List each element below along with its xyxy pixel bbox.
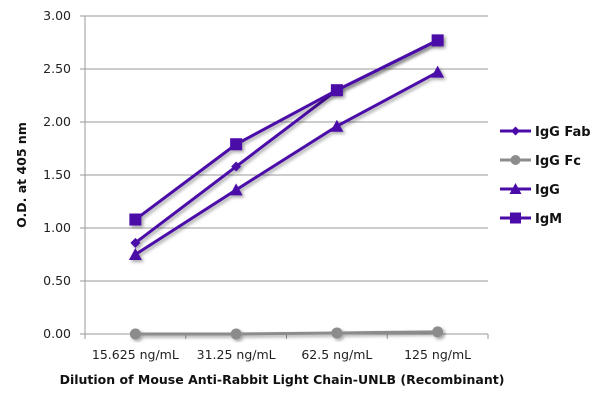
triangle-marker-icon xyxy=(330,119,344,132)
x-tick-label: 62.5 ng/mL xyxy=(301,347,372,362)
gridlines xyxy=(80,15,489,339)
legend: IgG Fab IgG Fc IgG IgM xyxy=(500,125,591,227)
circle-marker-icon xyxy=(129,328,141,340)
series-line xyxy=(134,39,439,221)
x-axis-ticks: 15.625 ng/mL 31.25 ng/mL 62.5 ng/mL 125 ng/… xyxy=(92,347,471,362)
y-tick-label: 3.00 xyxy=(43,8,71,23)
x-tick-label: 31.25 ng/mL xyxy=(197,347,276,362)
series-igg-fab xyxy=(130,35,443,248)
y-axis-ticks: 0.00 0.50 1.00 1.50 2.00 2.50 3.00 xyxy=(43,8,71,341)
x-tick-label: 15.625 ng/mL xyxy=(92,347,179,362)
circle-marker-icon xyxy=(510,155,521,165)
legend-item: IgM xyxy=(500,212,562,227)
legend-item: IgG Fab xyxy=(500,125,591,140)
diamond-marker-icon xyxy=(231,161,242,172)
square-marker-icon xyxy=(330,84,343,97)
data-series xyxy=(128,34,445,340)
y-tick-label: 2.50 xyxy=(43,61,71,76)
triangle-marker-icon xyxy=(229,183,243,196)
circle-marker-icon xyxy=(432,326,444,338)
square-marker-icon xyxy=(230,138,243,151)
series-line xyxy=(134,70,439,256)
circle-marker-icon xyxy=(230,328,242,340)
series-line xyxy=(134,39,439,245)
diamond-marker-icon xyxy=(130,237,141,248)
triangle-marker-icon xyxy=(431,65,445,78)
square-marker-icon xyxy=(510,212,521,224)
legend-label: IgG Fc xyxy=(535,154,581,169)
square-marker-icon xyxy=(431,34,444,47)
series-igg-fc xyxy=(129,326,444,340)
y-tick-label: 1.00 xyxy=(43,220,71,235)
legend-label: IgG Fab xyxy=(535,125,591,140)
legend-item: IgG xyxy=(500,183,560,198)
legend-label: IgM xyxy=(535,212,562,227)
x-axis-title: Dilution of Mouse Anti-Rabbit Light Chai… xyxy=(60,372,505,387)
legend-item: IgG Fc xyxy=(500,154,581,169)
y-tick-label: 0.00 xyxy=(43,326,71,341)
circle-marker-icon xyxy=(331,327,343,339)
diamond-marker-icon xyxy=(511,126,520,136)
series-igg xyxy=(128,65,445,260)
legend-label: IgG xyxy=(535,183,560,198)
y-axis-title: O.D. at 405 nm xyxy=(14,122,29,228)
y-tick-label: 1.50 xyxy=(43,167,71,182)
y-tick-label: 0.50 xyxy=(43,273,71,288)
x-tick-label: 125 ng/mL xyxy=(404,347,471,362)
triangle-marker-icon xyxy=(509,183,522,194)
y-tick-label: 2.00 xyxy=(43,114,71,129)
triangle-marker-icon xyxy=(128,248,142,260)
series-line xyxy=(135,330,438,336)
series-igm xyxy=(129,34,444,226)
square-marker-icon xyxy=(129,213,142,226)
